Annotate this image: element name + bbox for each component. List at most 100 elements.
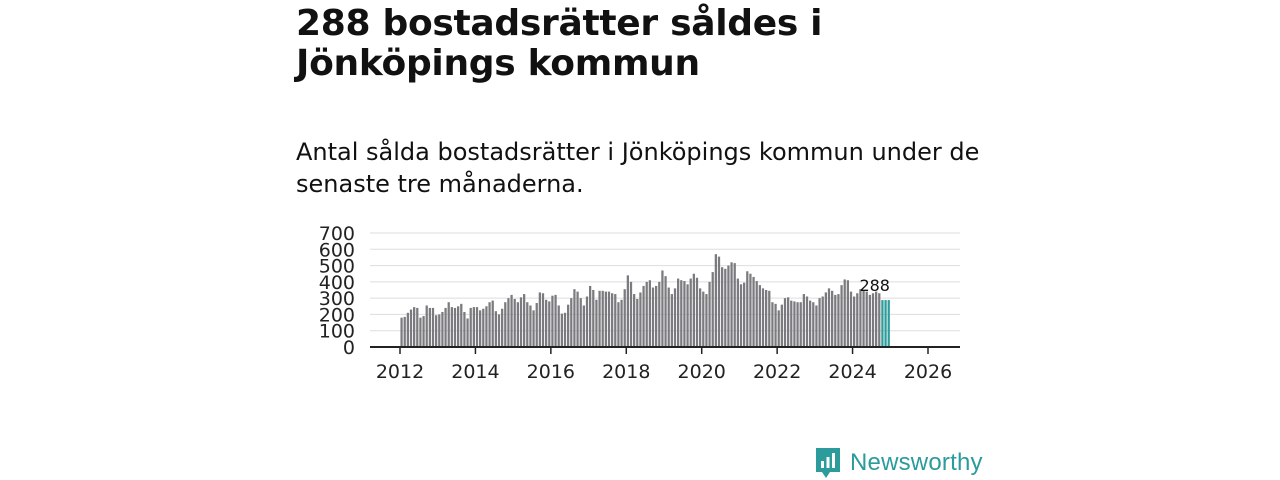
bar [513,298,516,347]
bar [771,302,774,347]
bar [661,270,664,347]
highlight-bar [884,300,887,347]
bar [683,281,686,347]
bar [626,275,629,347]
highlight-bar [881,300,884,347]
bar [824,292,827,347]
bar [589,285,592,347]
bar [667,287,670,347]
bar [431,307,435,347]
bar [774,303,777,347]
bar [677,278,680,347]
bar [749,273,752,347]
bar [497,314,501,347]
bar [441,311,444,347]
bar [545,299,548,347]
bar [450,307,453,347]
bar [727,265,730,347]
bar [501,308,504,347]
bar [837,294,840,347]
bar [730,262,733,347]
bar [592,290,595,347]
bar [419,317,422,347]
x-tick-label: 2026 [904,361,952,383]
bar [651,287,655,347]
bar [708,281,711,347]
bar [570,298,573,347]
bar [567,304,570,347]
bar [705,294,708,347]
bar [812,302,815,347]
latest-value-label: 288 [859,276,890,295]
bar [595,299,598,347]
y-tick-label: 100 [319,321,355,343]
bar [664,276,667,347]
bar [435,315,438,347]
x-axis-ticks: 2012 2014 2016 2018 2020 2022 2024 2026 [376,347,952,383]
bar [765,290,768,347]
bar [472,307,475,347]
bar [529,305,532,347]
bar [856,293,859,347]
page-title: 288 bostadsrätter såldes i Jönköpings ko… [296,3,823,84]
bar [746,271,749,347]
x-tick-label: 2016 [527,361,575,383]
bar [611,293,614,347]
bar [818,298,821,347]
bar [560,313,563,347]
bar [702,291,705,347]
bar [787,297,790,347]
bar [629,281,633,347]
bar [721,267,724,347]
bar [548,301,551,347]
bar [582,305,585,347]
bar [485,306,488,347]
bar [658,281,661,347]
bar [655,285,658,347]
bar [425,305,428,347]
bar [714,254,717,347]
bar [413,307,416,347]
bar [507,298,510,347]
bar [557,305,560,347]
bar [777,310,780,347]
bar [457,306,460,347]
y-tick-label: 300 [319,288,355,310]
y-tick-label: 200 [319,304,355,326]
bar [673,288,677,347]
bar [768,290,771,347]
bar [755,281,758,347]
bar [519,297,523,347]
bar [409,309,413,347]
bar [523,294,526,347]
bar [849,291,853,347]
bar [642,285,645,347]
bar [743,282,746,347]
x-tick-label: 2024 [828,361,876,383]
bar [752,276,755,347]
bar [780,304,783,347]
bar [551,295,554,347]
bar [601,290,604,347]
bar [827,288,831,347]
bar [538,292,541,347]
bar [482,308,485,347]
bar [444,307,447,347]
bar [466,318,469,347]
bar [717,256,721,347]
newsworthy-logo-icon [816,448,840,478]
bar [878,293,881,347]
bar [853,296,856,347]
newsworthy-logo[interactable]: Newsworthy [814,446,983,480]
x-tick-label: 2018 [602,361,650,383]
bar [821,296,824,347]
bar [416,307,419,347]
bar [633,294,636,347]
bar [692,273,695,347]
bar [796,302,799,347]
bar [840,285,843,347]
bar [535,303,538,347]
bar [724,268,727,347]
bar [670,294,673,347]
